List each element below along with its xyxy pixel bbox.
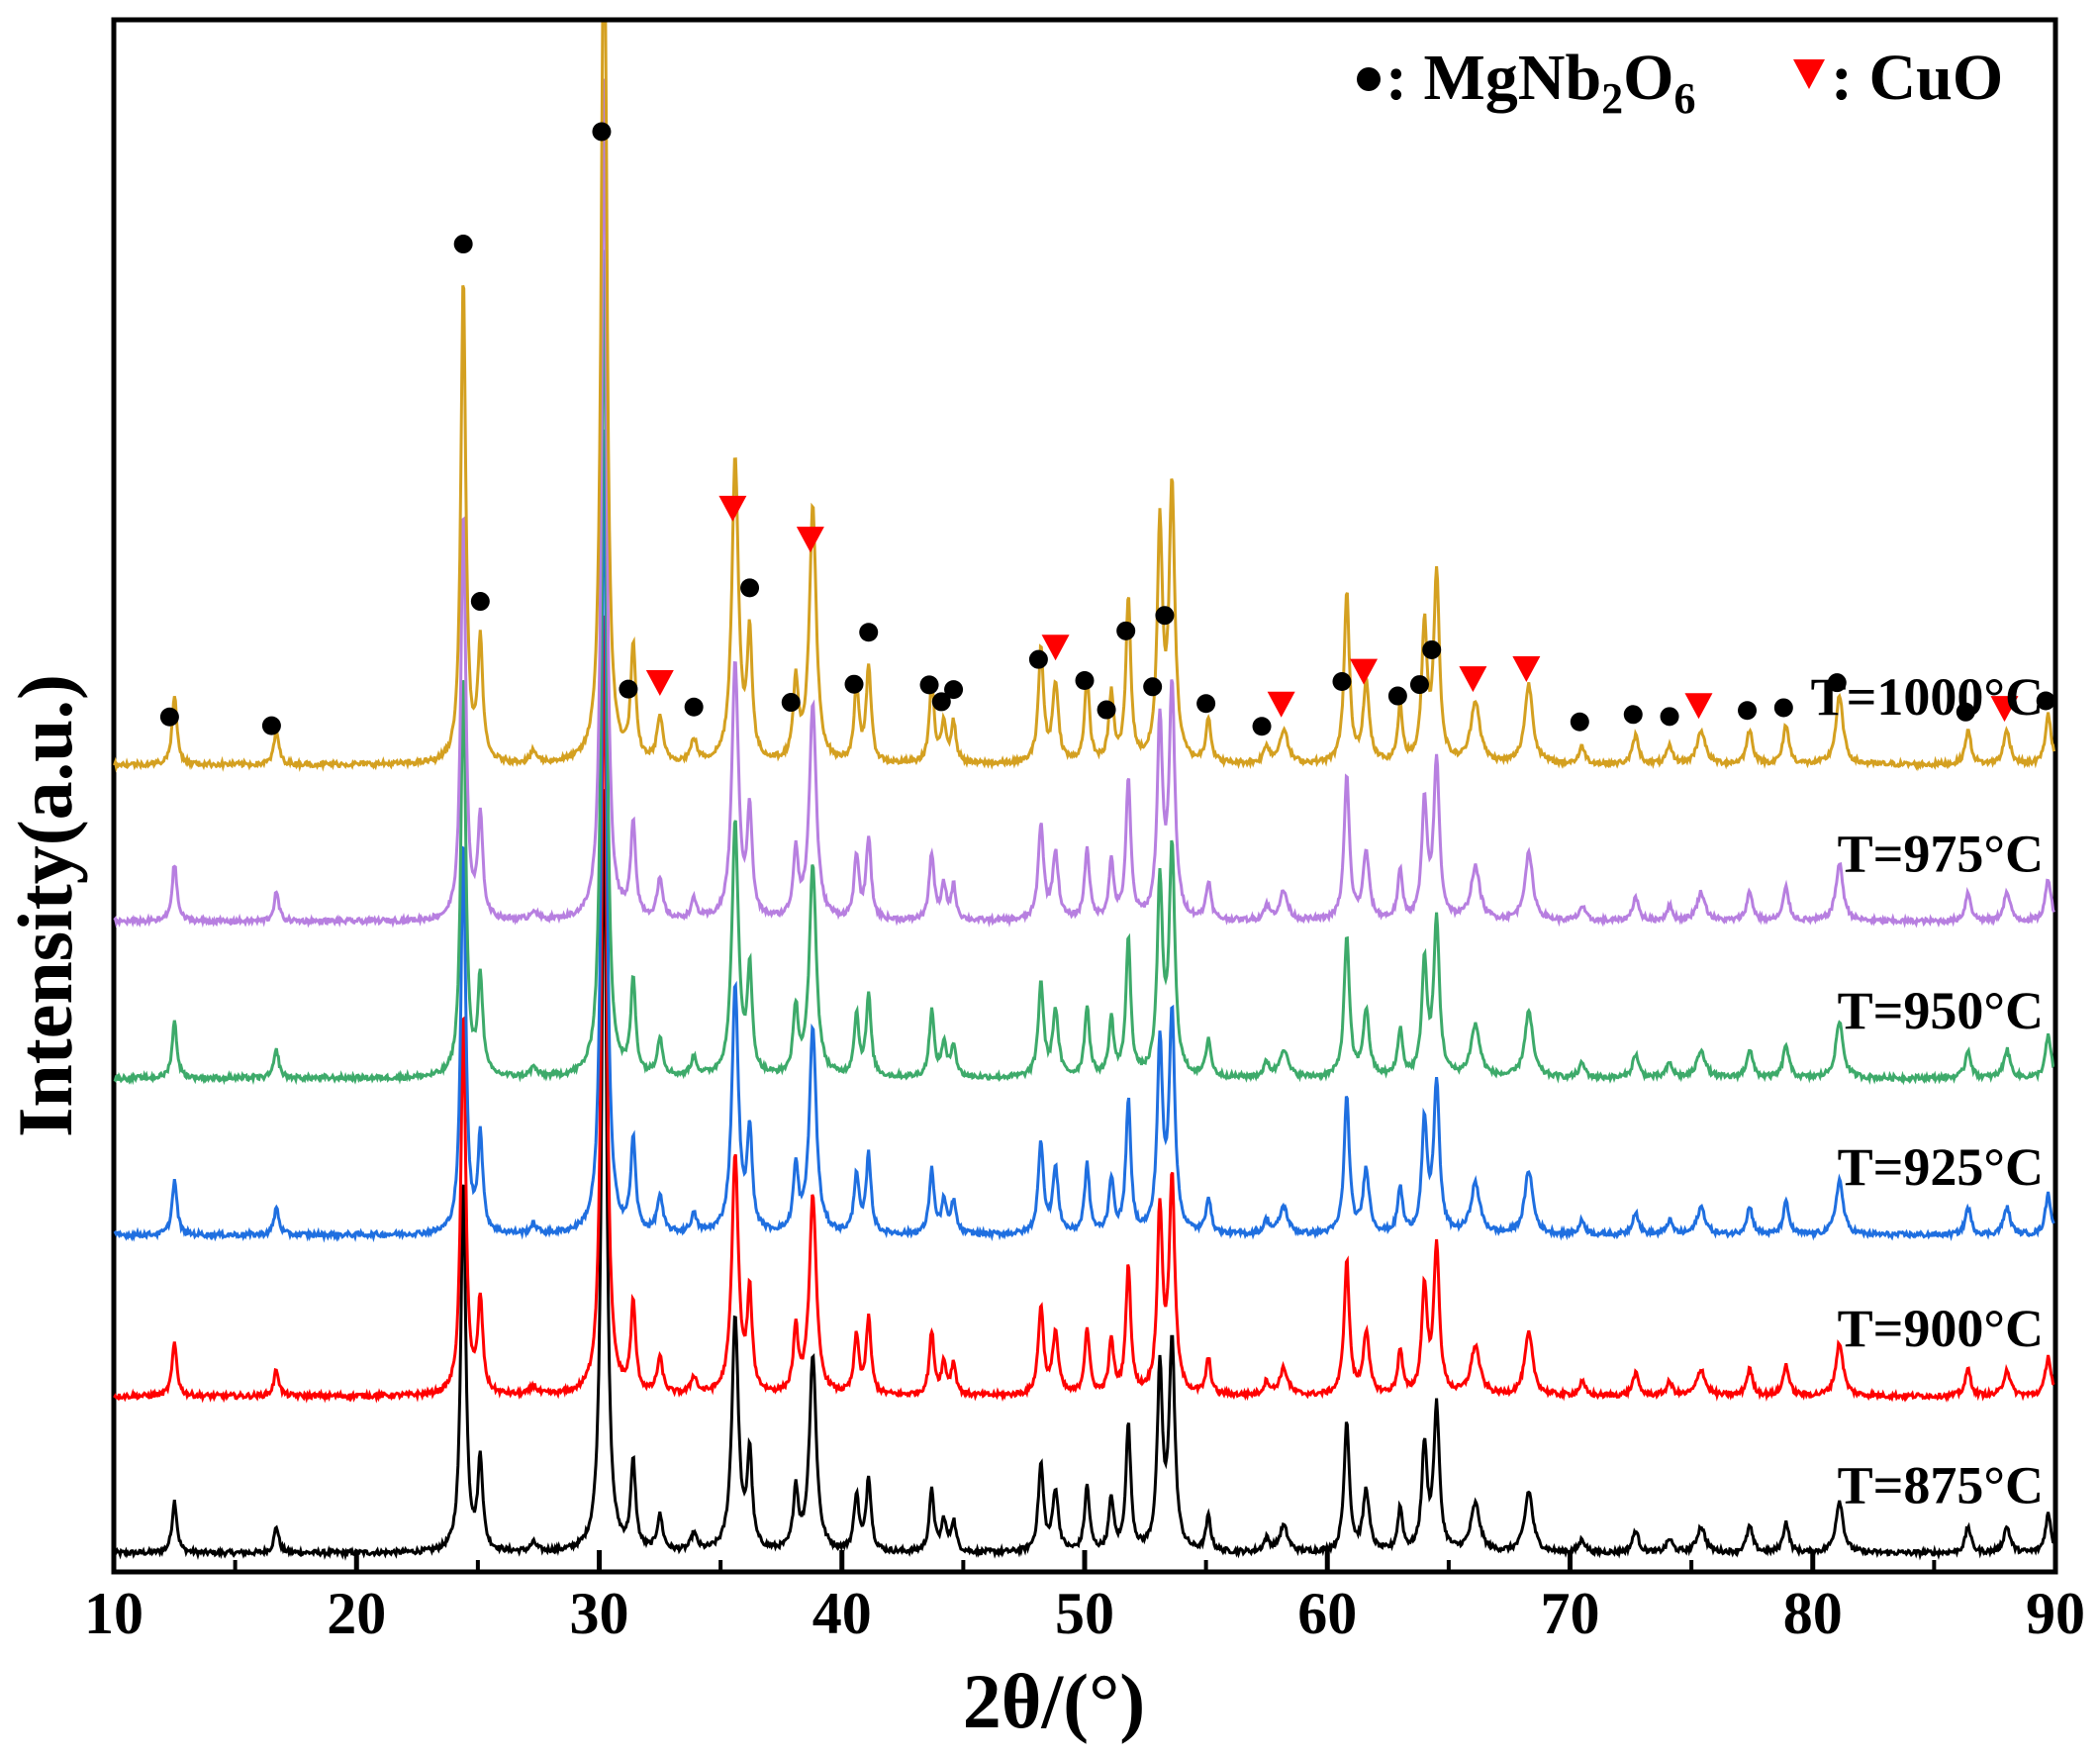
curve-label-875c: T=875°C bbox=[1838, 1455, 2044, 1515]
legend-cuo-triangle-icon bbox=[1793, 59, 1825, 89]
mgnb2o6-peak-marker bbox=[684, 697, 704, 717]
legend-cuo-label: : CuO bbox=[1831, 42, 2003, 114]
mgnb2o6-peak-marker bbox=[1097, 700, 1116, 720]
mgnb2o6-peak-marker bbox=[1422, 639, 1442, 659]
curve-label-975c: T=975°C bbox=[1838, 824, 2044, 883]
x-tick-label: 70 bbox=[1541, 1581, 1600, 1646]
mgnb2o6-peak-marker bbox=[1116, 621, 1136, 640]
mgnb2o6-peak-marker bbox=[1332, 671, 1352, 691]
phase-markers-group bbox=[159, 122, 2055, 736]
xrd-curve-1000c bbox=[113, 22, 2055, 773]
curve-label-1000c: T=1000°C bbox=[1811, 667, 2044, 727]
curves-group bbox=[113, 22, 2055, 1561]
mgnb2o6-peak-marker bbox=[470, 592, 490, 612]
mgnb2o6-peak-marker bbox=[453, 235, 473, 254]
mgnb2o6-peak-marker bbox=[1773, 698, 1793, 718]
x-tick-label: 10 bbox=[84, 1581, 143, 1646]
xrd-curve-875c bbox=[113, 788, 2055, 1561]
legend: : MgNb2O6 : CuO bbox=[1357, 42, 2003, 123]
mgnb2o6-peak-marker bbox=[1143, 677, 1163, 697]
mgnb2o6-peak-marker bbox=[1956, 702, 1975, 722]
curve-label-950c: T=950°C bbox=[1838, 981, 2044, 1040]
xrd-curve-975c bbox=[113, 78, 2055, 928]
mgnb2o6-peak-marker bbox=[1155, 606, 1175, 626]
mgnb2o6-peak-marker bbox=[1660, 707, 1679, 727]
mgnb2o6-peak-marker bbox=[781, 693, 801, 713]
mgnb2o6-peak-marker bbox=[1387, 686, 1407, 706]
xrd-curve-925c bbox=[113, 429, 2055, 1243]
mgnb2o6-peak-marker bbox=[159, 707, 179, 727]
cuo-peak-marker bbox=[1512, 656, 1541, 683]
legend-mgnb2o6-label: : MgNb2O6 bbox=[1385, 42, 1696, 123]
curve-label-925c: T=925°C bbox=[1838, 1137, 2044, 1197]
x-tick-label: 50 bbox=[1055, 1581, 1114, 1646]
mgnb2o6-peak-marker bbox=[592, 122, 612, 142]
mgnb2o6-peak-marker bbox=[859, 623, 879, 642]
mgnb2o6-peak-marker bbox=[261, 716, 281, 735]
x-tick-label: 20 bbox=[327, 1581, 386, 1646]
mgnb2o6-peak-marker bbox=[1827, 673, 1847, 693]
y-axis-title: Intensity(a.u.) bbox=[2, 674, 88, 1137]
cuo-peak-marker bbox=[796, 527, 824, 553]
mgnb2o6-peak-marker bbox=[2036, 691, 2055, 711]
mgnb2o6-peak-marker bbox=[1028, 649, 1048, 669]
mgnb2o6-peak-marker bbox=[1075, 670, 1095, 690]
x-ticks-group: 10 20 30 40 50 60 70 80 90 bbox=[84, 1550, 2085, 1646]
mgnb2o6-peak-marker bbox=[919, 675, 939, 695]
cuo-peak-marker bbox=[1350, 658, 1379, 685]
xrd-curve-900c bbox=[113, 615, 2055, 1404]
x-tick-label: 40 bbox=[812, 1581, 872, 1646]
mgnb2o6-peak-marker bbox=[1252, 717, 1272, 736]
legend-mgnb2o6-dot-icon bbox=[1357, 67, 1381, 91]
curve-label-900c: T=900°C bbox=[1838, 1299, 2044, 1358]
cuo-peak-marker bbox=[718, 495, 747, 522]
x-tick-label: 80 bbox=[1783, 1581, 1843, 1646]
x-tick-label: 30 bbox=[570, 1581, 629, 1646]
mgnb2o6-peak-marker bbox=[619, 679, 638, 699]
cuo-peak-marker bbox=[1684, 693, 1713, 720]
cuo-peak-marker bbox=[1267, 691, 1295, 718]
x-axis-title: 2θ/(°) bbox=[963, 1658, 1146, 1744]
mgnb2o6-peak-marker bbox=[944, 680, 964, 700]
mgnb2o6-peak-marker bbox=[740, 578, 760, 598]
x-tick-label: 60 bbox=[1297, 1581, 1357, 1646]
mgnb2o6-peak-marker bbox=[1196, 694, 1216, 714]
mgnb2o6-peak-marker bbox=[1738, 701, 1758, 721]
mgnb2o6-peak-marker bbox=[931, 692, 951, 712]
mgnb2o6-peak-marker bbox=[844, 674, 864, 694]
curve-labels-group: T=875°C T=900°C T=925°C T=950°C T=975°C T=100… bbox=[1811, 667, 2044, 1515]
cuo-peak-marker bbox=[1041, 635, 1070, 661]
mgnb2o6-peak-marker bbox=[1623, 705, 1643, 725]
mgnb2o6-peak-marker bbox=[1570, 712, 1589, 732]
xrd-curve-950c bbox=[113, 249, 2055, 1086]
x-tick-label: 90 bbox=[2026, 1581, 2085, 1646]
mgnb2o6-peak-marker bbox=[1409, 675, 1429, 695]
cuo-peak-marker bbox=[1990, 696, 2019, 723]
cuo-peak-marker bbox=[645, 670, 674, 697]
cuo-peak-marker bbox=[1459, 666, 1487, 693]
